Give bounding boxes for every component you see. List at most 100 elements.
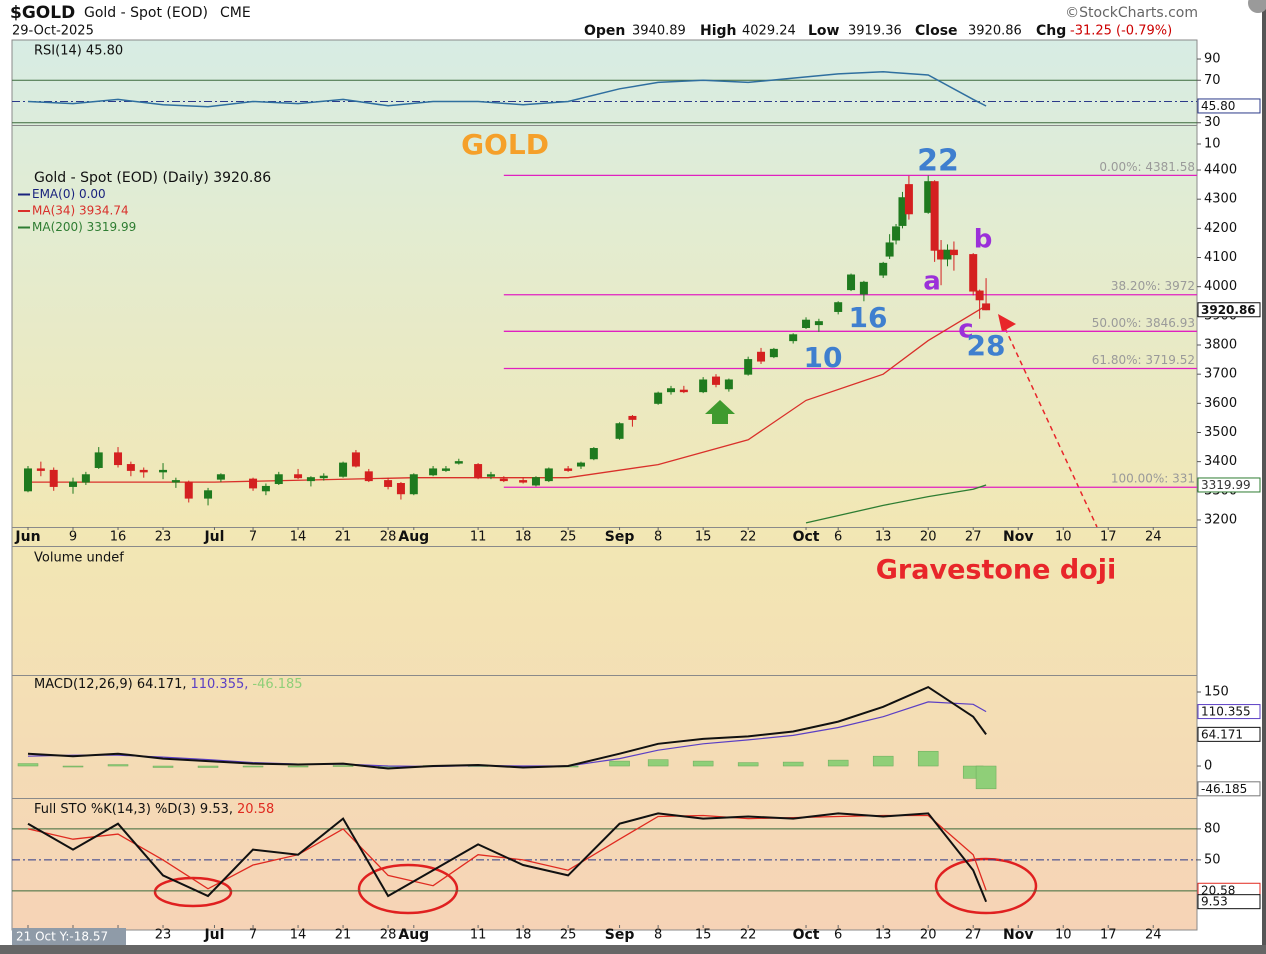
ohlc-label: Open xyxy=(584,23,625,39)
candle-body xyxy=(576,462,585,467)
annotation: 22 xyxy=(917,144,959,179)
x-tick-label: 20 xyxy=(920,530,937,545)
candle-body xyxy=(49,469,58,487)
title-part: 20.58 xyxy=(237,802,274,817)
x-tick-label: 25 xyxy=(560,928,577,943)
ohlc-label: Chg xyxy=(1036,23,1066,39)
x-tick-label: 22 xyxy=(740,530,757,545)
x-tick-label: Nov xyxy=(1003,529,1033,545)
plot-layer xyxy=(24,174,1197,524)
x-tick-label: Jul xyxy=(203,927,224,943)
candle-body xyxy=(834,302,843,312)
value-tag-label: 3319.99 xyxy=(1201,478,1251,492)
histogram-bar xyxy=(287,765,309,768)
x-tick-label: 13 xyxy=(875,928,892,943)
candle-body xyxy=(789,334,798,342)
annotation: 16 xyxy=(849,301,888,334)
x-tick-label: 14 xyxy=(290,530,307,545)
x-tick-label: 8 xyxy=(654,530,662,545)
candle-body xyxy=(454,461,463,464)
x-tick-label: Nov xyxy=(1003,927,1033,943)
value-tag-label: 9.53 xyxy=(1201,895,1228,909)
ohlc-value: -31.25 (-0.79%) xyxy=(1070,24,1172,39)
title-part: -46.185 xyxy=(252,677,302,692)
annotation: Gravestone doji xyxy=(876,555,1116,586)
projection-line xyxy=(1004,327,1098,528)
annotation: a xyxy=(923,267,941,297)
histogram-bar xyxy=(107,764,129,767)
candle-body xyxy=(261,485,270,492)
y-tick-label: 3600 xyxy=(1204,396,1237,411)
value-tag xyxy=(1197,726,1261,742)
panel-title: Volume undef xyxy=(34,551,124,566)
x-tick-label: 28 xyxy=(380,530,397,545)
value-tag xyxy=(1197,98,1261,114)
histogram-bar xyxy=(332,765,354,767)
candle-body xyxy=(159,469,168,473)
annotation: b xyxy=(974,225,993,255)
histogram-bar xyxy=(827,759,849,767)
annotation: 28 xyxy=(967,329,1006,362)
value-tag-label: 64.171 xyxy=(1201,727,1243,741)
histogram-bar xyxy=(197,765,219,768)
ohlc-value: 3920.86 xyxy=(968,24,1022,39)
candle-body xyxy=(847,274,856,291)
candle-body xyxy=(274,474,283,485)
candle-body xyxy=(306,477,315,482)
x-tick-label: 11 xyxy=(470,530,487,545)
plot-layer xyxy=(12,71,1197,124)
histogram-bar xyxy=(242,765,264,768)
fib-label: 100.00%: 331 xyxy=(1111,472,1195,486)
value-tag-label: 3920.86 xyxy=(1201,303,1256,317)
legend-label: MA(200) 3319.99 xyxy=(32,220,136,234)
candle-body xyxy=(975,290,984,301)
value-tag-label: 20.58 xyxy=(1201,883,1235,897)
ohlc-label: High xyxy=(700,23,737,39)
x-tick-label: Sep xyxy=(605,927,635,943)
moving-average xyxy=(805,484,987,524)
fib-label: 38.20%: 3972 xyxy=(1111,279,1195,293)
x-tick-label: Aug xyxy=(398,927,429,943)
candle-body xyxy=(930,181,939,251)
histogram-bar xyxy=(609,760,630,767)
x-tick-label: 28 xyxy=(380,928,397,943)
cursor-label: 21 Oct Y:-18.57 xyxy=(16,930,108,944)
candle-body xyxy=(802,319,811,329)
y-tick-label: 4100 xyxy=(1204,250,1237,265)
y-tick-label: 50 xyxy=(1204,852,1221,867)
plot-layer xyxy=(12,812,1197,903)
x-tick-label: 27 xyxy=(965,928,982,943)
candle-body xyxy=(429,468,438,476)
candle-body xyxy=(949,249,958,256)
macd-line xyxy=(27,701,987,768)
candle-body xyxy=(724,379,733,390)
x-tick-label: 6 xyxy=(834,928,842,943)
candle-body xyxy=(114,452,123,466)
ohlc-label: Low xyxy=(808,23,840,39)
x-tick-label: 25 xyxy=(560,530,577,545)
instrument-name: Gold - Spot (EOD) xyxy=(84,5,208,21)
cursor-box xyxy=(12,928,126,945)
x-tick-label: 8 xyxy=(654,928,662,943)
window-edge xyxy=(0,945,1266,954)
candle-body xyxy=(249,478,258,489)
title-part: 110.355, xyxy=(190,677,248,692)
histogram-bar xyxy=(975,765,997,790)
candle-body xyxy=(36,468,45,471)
candle-body xyxy=(319,475,328,479)
candle-body xyxy=(204,490,213,499)
histogram-bar xyxy=(737,762,759,767)
histogram-bar xyxy=(692,760,714,767)
rsi-line xyxy=(27,71,987,108)
candle-body xyxy=(654,392,663,404)
y-tick-label: 70 xyxy=(1204,73,1221,88)
ohlc-value: 3919.36 xyxy=(848,24,902,39)
x-tick-label: 24 xyxy=(1145,530,1162,545)
x-tick-label: Jul xyxy=(203,529,224,545)
x-tick-label: 18 xyxy=(515,928,532,943)
up-arrow xyxy=(705,400,735,424)
y-tick-label: 3400 xyxy=(1204,454,1237,469)
fib-label: 0.00%: 4381.58 xyxy=(1099,160,1195,174)
title-part: Full STO %K(14,3) %D(3) 9.53, xyxy=(34,802,233,817)
annotation: 10 xyxy=(804,341,843,374)
